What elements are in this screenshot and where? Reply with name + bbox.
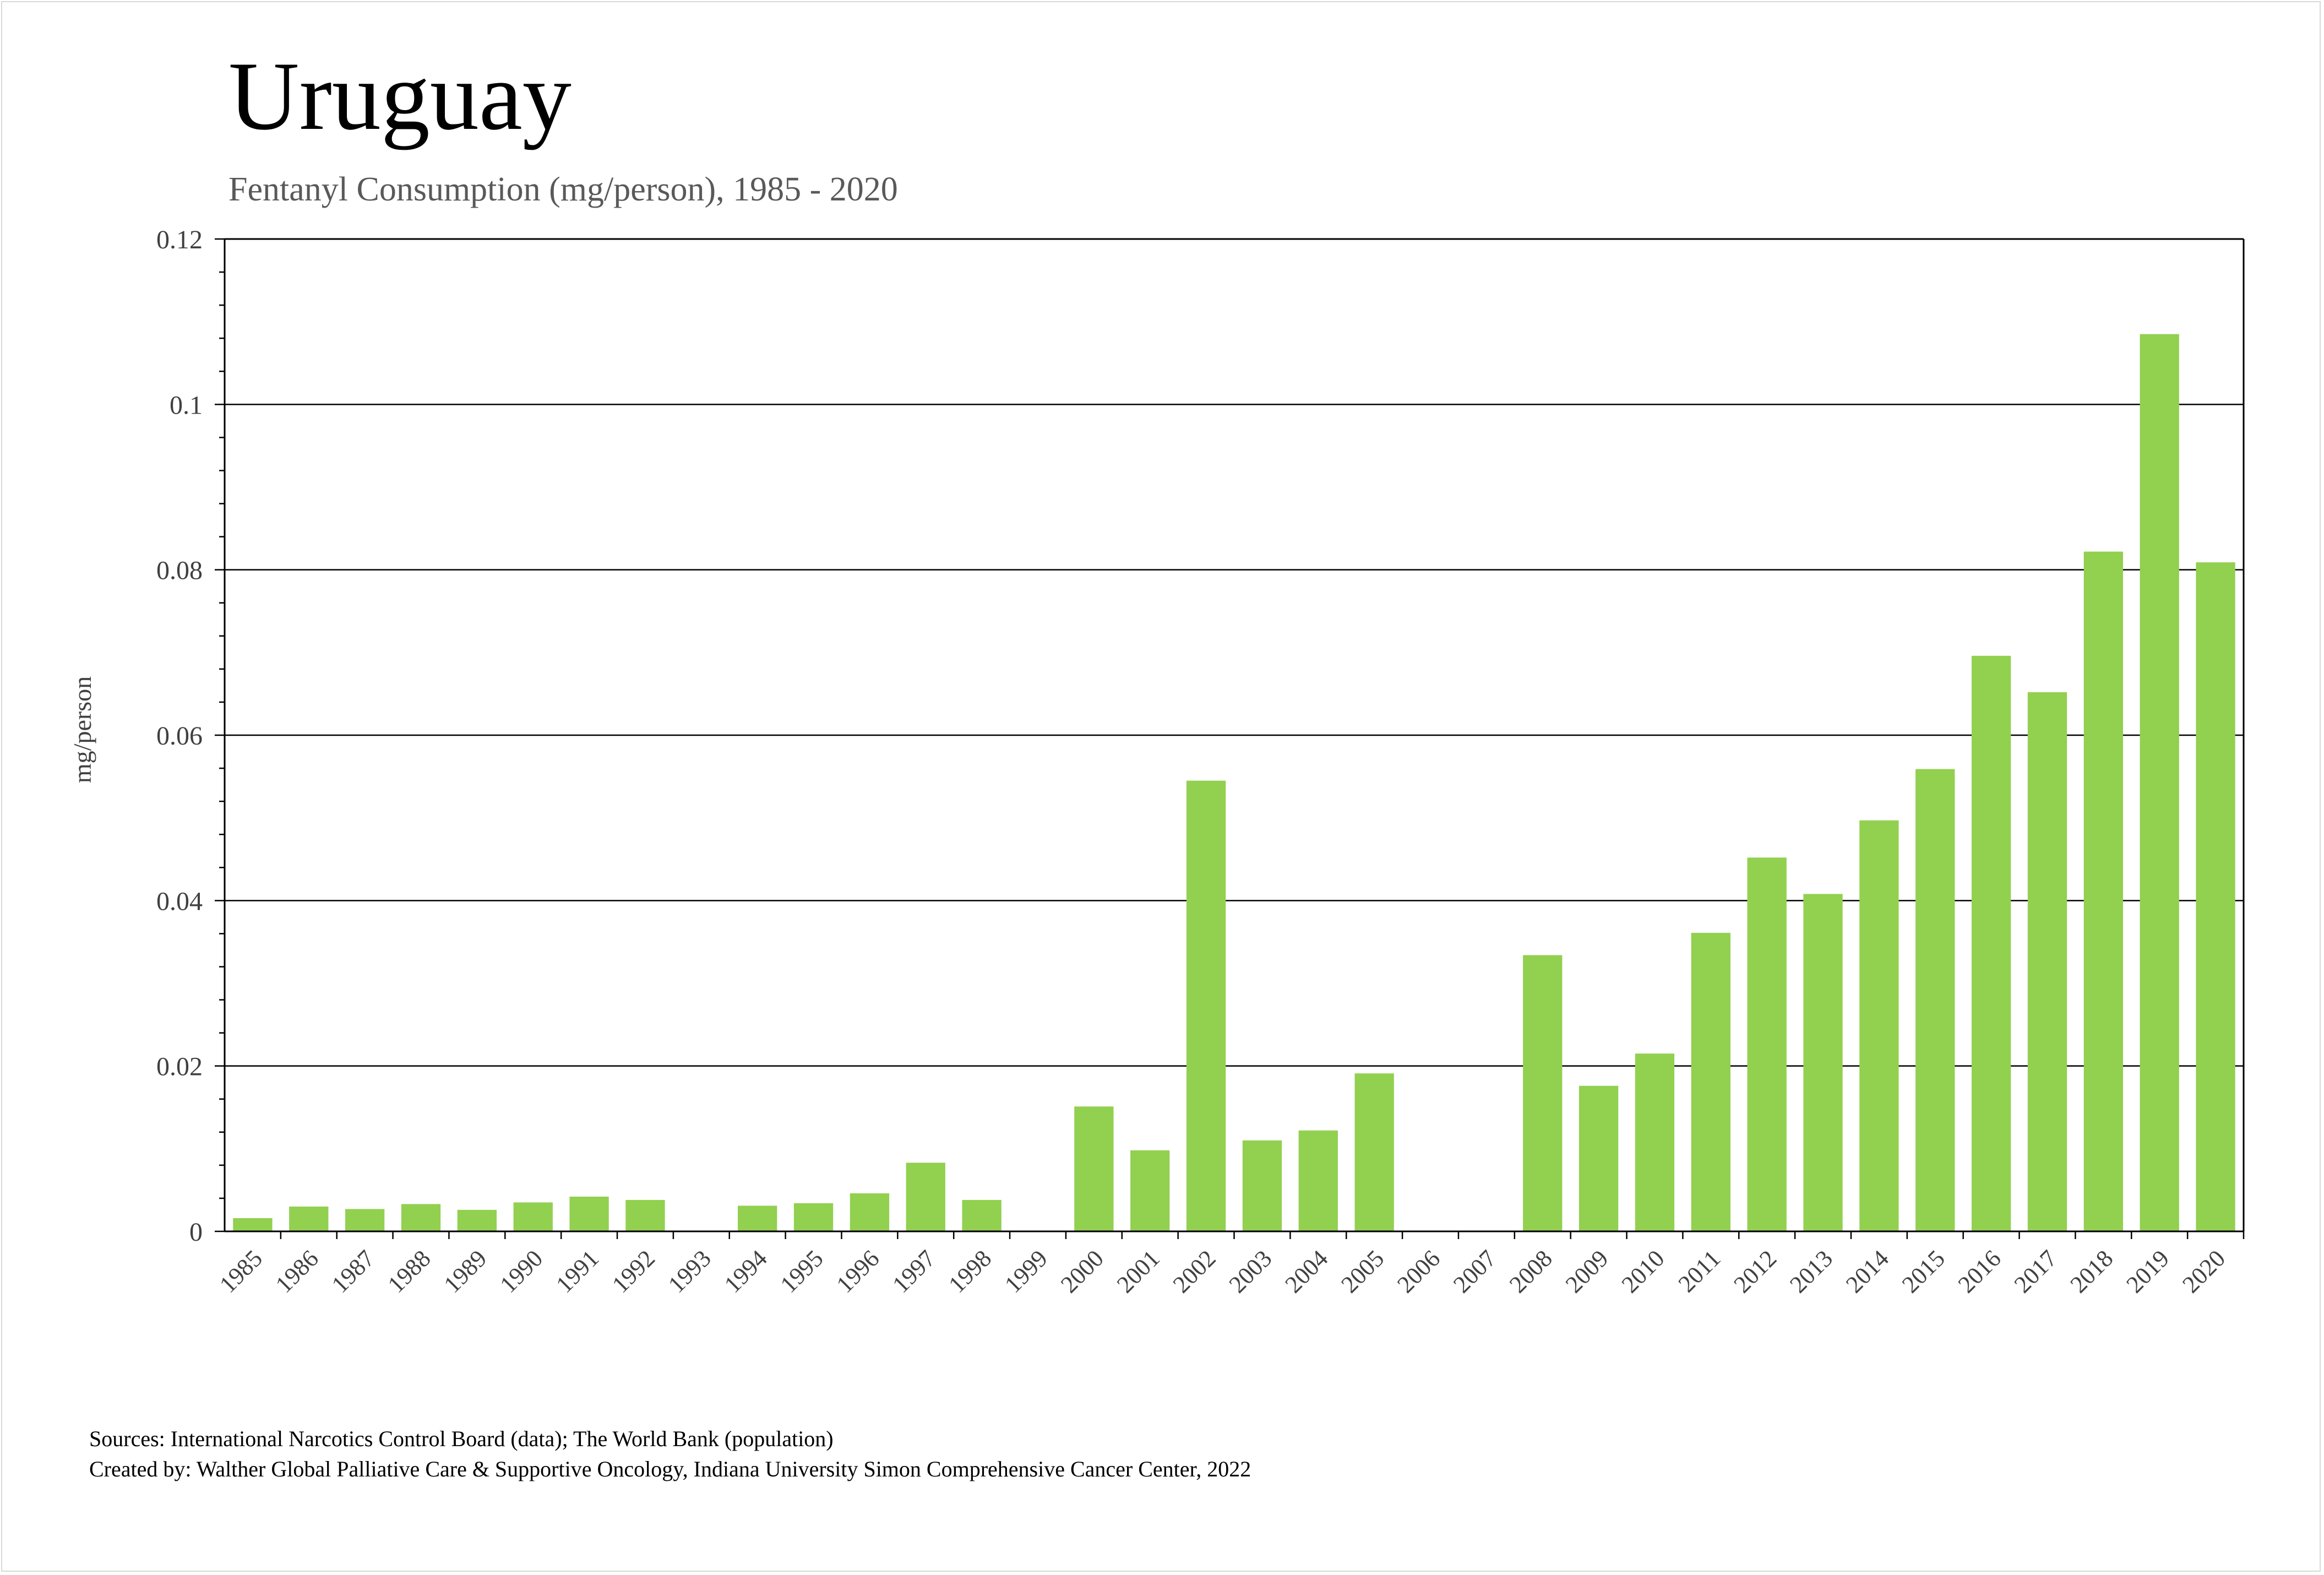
- sources-note: Sources: International Narcotics Control…: [89, 1426, 834, 1451]
- bar-2018: [2083, 551, 2123, 1231]
- bar-1994: [738, 1205, 777, 1231]
- bar-2014: [1859, 820, 1899, 1231]
- bar-2003: [1242, 1140, 1282, 1231]
- created-by-note: Created by: Walther Global Palliative Ca…: [89, 1457, 1251, 1481]
- x-tick-label: 1993: [663, 1245, 716, 1298]
- chart-title: Uruguay: [228, 41, 572, 150]
- x-tick-label: 1989: [439, 1245, 492, 1298]
- x-tick-label: 2003: [1224, 1245, 1277, 1298]
- bar-2020: [2196, 562, 2235, 1232]
- bar-2008: [1523, 955, 1563, 1231]
- x-tick-label: 1987: [326, 1245, 380, 1298]
- x-tick-label: 2001: [1112, 1245, 1165, 1298]
- bar-2013: [1803, 894, 1843, 1231]
- x-tick-label: 1997: [887, 1245, 940, 1298]
- bar-2011: [1691, 932, 1730, 1231]
- y-tick-label: 0.12: [156, 225, 203, 254]
- x-tick-label: 1988: [383, 1245, 436, 1298]
- x-tick-label: 2006: [1392, 1245, 1445, 1298]
- bar-1992: [625, 1199, 665, 1231]
- bar-1985: [233, 1218, 273, 1231]
- bar-2015: [1915, 769, 1955, 1231]
- bar-2019: [2140, 334, 2179, 1231]
- y-tick-label: 0: [189, 1218, 203, 1247]
- x-tick-label: 1998: [943, 1245, 997, 1298]
- bar-2005: [1354, 1073, 1394, 1231]
- bar-2016: [1971, 655, 2011, 1231]
- bar-2004: [1298, 1130, 1338, 1231]
- bar-1996: [850, 1193, 890, 1231]
- y-tick-label: 0.04: [156, 887, 203, 916]
- chart-subtitle: Fentanyl Consumption (mg/person), 1985 -…: [228, 171, 898, 208]
- x-tick-label: 1986: [270, 1245, 324, 1298]
- bar-2009: [1579, 1085, 1619, 1231]
- bar-1991: [569, 1196, 609, 1231]
- bar-1995: [793, 1203, 834, 1231]
- bar-1988: [401, 1204, 441, 1231]
- x-tick-label: 2015: [1897, 1245, 1950, 1298]
- bar-1989: [457, 1209, 497, 1231]
- bar-2010: [1635, 1053, 1675, 1231]
- bar-1990: [513, 1202, 553, 1231]
- x-tick-label: 2011: [1673, 1245, 1726, 1297]
- y-axis-title: mg/person: [68, 676, 96, 783]
- x-tick-label: 2007: [1448, 1245, 1501, 1298]
- x-tick-label: 1996: [831, 1245, 885, 1298]
- x-tick-label: 1994: [719, 1245, 772, 1298]
- x-tick-label: 2004: [1280, 1245, 1333, 1298]
- x-tick-label: 2002: [1168, 1245, 1221, 1298]
- x-tick-label: 2019: [2121, 1245, 2174, 1298]
- x-tick-label: 2012: [1728, 1245, 1782, 1298]
- x-tick-label: 1992: [607, 1245, 660, 1298]
- x-tick-label: 1990: [494, 1245, 548, 1298]
- x-tick-label: 2010: [1617, 1245, 1670, 1298]
- x-tick-label: 2013: [1784, 1245, 1838, 1298]
- y-tick-label: 0.02: [156, 1052, 203, 1082]
- bar-1998: [962, 1199, 1002, 1231]
- bars: [233, 334, 2235, 1232]
- x-tick-label: 2018: [2065, 1245, 2119, 1298]
- bar-1986: [289, 1206, 329, 1231]
- y-tick-label: 0.1: [170, 390, 203, 420]
- bar-2017: [2027, 692, 2067, 1231]
- x-tick-label: 1995: [775, 1245, 829, 1298]
- x-tick-label: 1985: [214, 1245, 268, 1298]
- gridlines: [225, 404, 2244, 1067]
- x-tick-label: 1999: [999, 1245, 1053, 1298]
- bar-2002: [1186, 780, 1226, 1231]
- x-tick-label: 2009: [1560, 1245, 1614, 1298]
- y-tick-label: 0.06: [156, 721, 203, 751]
- y-tick-label: 0.08: [156, 556, 203, 585]
- x-tick-label: 2016: [1953, 1245, 2006, 1298]
- x-tick-label: 2008: [1504, 1245, 1558, 1298]
- x-tick-label: 2020: [2177, 1245, 2230, 1298]
- bar-1997: [906, 1163, 945, 1231]
- x-tick-label: 2005: [1336, 1245, 1389, 1298]
- axes: [215, 238, 2245, 1239]
- bar-2000: [1074, 1106, 1114, 1231]
- bar-2001: [1130, 1150, 1170, 1231]
- y-tick-labels: 0 0.02 0.04 0.06 0.08 0.1 0.12: [156, 225, 203, 1247]
- x-tick-label: 2000: [1055, 1245, 1109, 1298]
- x-tick-label: 1991: [551, 1245, 604, 1298]
- bar-1987: [345, 1209, 385, 1231]
- bar-2012: [1747, 857, 1787, 1231]
- x-tick-label: 2017: [2009, 1245, 2062, 1298]
- x-tick-labels: 1985 1986 1987 1988 1989 1990 1991 1992 1993 1994…: [214, 1245, 2230, 1298]
- x-tick-label: 2014: [1841, 1245, 1894, 1298]
